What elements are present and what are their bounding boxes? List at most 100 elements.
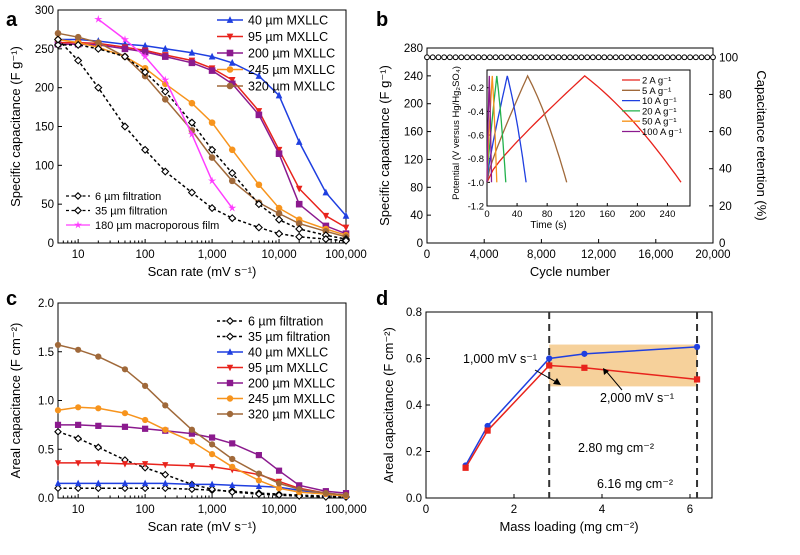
data-point (120, 52, 130, 61)
y-tick-label: 50 (41, 199, 54, 211)
x-tick-label: 2 (511, 504, 517, 516)
y-tick-label: 0.5 (38, 444, 54, 456)
data-point (255, 490, 263, 498)
data-point (53, 35, 63, 44)
data-point (295, 185, 303, 193)
data-point (75, 479, 82, 487)
data-point (254, 200, 263, 209)
data-point (296, 482, 303, 489)
retention-point (498, 54, 505, 61)
y-tick-label: 1.5 (38, 347, 54, 359)
data-point (94, 443, 103, 452)
data-point (94, 44, 103, 53)
data-point (228, 488, 237, 497)
retention-point (595, 54, 602, 61)
data-point (142, 416, 149, 424)
annotation-arrow-1000 (534, 369, 559, 384)
inset-x-tick-label: 40 (512, 209, 523, 220)
panel-a-chart: 10 100 1,000 10,000 100,000 0 50 100 150 200 250 30… (8, 5, 367, 279)
y-tick-label: 2.0 (38, 298, 54, 310)
y-tick-label: 0 (48, 238, 54, 250)
retention-point (698, 54, 705, 61)
data-point (546, 355, 553, 362)
y-tick-label: 0.0 (406, 493, 422, 505)
retention-point (429, 54, 436, 61)
retention-point (647, 54, 653, 61)
data-point (74, 33, 82, 41)
retention-point (424, 54, 430, 61)
data-point (581, 364, 588, 371)
data-point (229, 440, 236, 447)
data-point (75, 421, 82, 428)
retention-point (492, 54, 499, 61)
data-point (208, 176, 217, 185)
legend-label: 200 µm MXLLC (248, 377, 335, 391)
data-point (162, 402, 169, 409)
data-point (161, 87, 170, 96)
x-tick-label: 0 (424, 249, 430, 261)
legend-label: 245 µm MXLLC (248, 63, 335, 77)
data-point (121, 479, 129, 487)
inset-legend-label: 10 A g⁻¹ (642, 96, 677, 107)
retention-point (681, 54, 688, 61)
data-point (342, 224, 350, 232)
data-point (141, 52, 150, 61)
data-point (94, 484, 103, 493)
data-point (142, 425, 149, 432)
data-point (275, 146, 283, 154)
series-line (57, 430, 346, 498)
data-point (95, 405, 102, 412)
retention-point (675, 54, 682, 61)
retention-point (567, 54, 573, 61)
retention-point (504, 54, 510, 61)
y2-axis-label: Capacitance retention (%) (754, 70, 769, 220)
legend-label: 6 µm filtration (95, 191, 161, 203)
data-point (295, 232, 304, 241)
retention-point (618, 54, 625, 61)
y-tick-label: 0.8 (406, 307, 422, 319)
y-axis-label: Areal capacitance (F cm⁻²) (8, 323, 23, 479)
data-point (295, 224, 304, 234)
retention-point (624, 54, 631, 61)
legend-marker (74, 206, 82, 215)
data-point (54, 484, 62, 493)
retention-point (527, 54, 533, 61)
annotation-mass1: 2.80 mg cm⁻² (578, 441, 654, 455)
data-point (255, 470, 262, 477)
inset-x-tick-label: 120 (569, 209, 585, 220)
data-point (141, 145, 150, 154)
data-point (141, 68, 150, 77)
data-point (228, 146, 236, 154)
retention-point (446, 54, 453, 61)
y-tick-label: 1.0 (38, 396, 54, 408)
data-point (75, 460, 82, 467)
gcd-curve (486, 75, 493, 183)
data-point (95, 422, 102, 429)
panel-letter-d: d (376, 288, 388, 310)
data-point (121, 461, 129, 468)
series-line (57, 38, 347, 236)
annotation-arrow-2000 (605, 370, 623, 391)
x-tick-label: 100,000 (325, 249, 367, 261)
data-point (121, 45, 129, 53)
series-line (58, 424, 347, 494)
data-point (208, 52, 216, 60)
inset-y-axis-label: Potential (V versus Hg/Hg₂SO₄) (451, 66, 462, 200)
data-point (120, 122, 130, 131)
data-point (161, 96, 169, 103)
data-point (54, 407, 62, 414)
data-point (141, 484, 149, 493)
data-point (208, 464, 216, 471)
data-point (546, 362, 553, 369)
data-point (208, 480, 216, 488)
data-point (94, 83, 103, 92)
retention-point (589, 54, 596, 61)
retention-point (452, 54, 459, 61)
data-point (255, 108, 263, 115)
data-point (208, 145, 217, 154)
data-point (54, 341, 62, 349)
y-axis-label: Areal capacitance (F cm⁻²) (381, 327, 396, 483)
y-tick-label: 300 (35, 5, 54, 17)
data-point (54, 421, 62, 428)
